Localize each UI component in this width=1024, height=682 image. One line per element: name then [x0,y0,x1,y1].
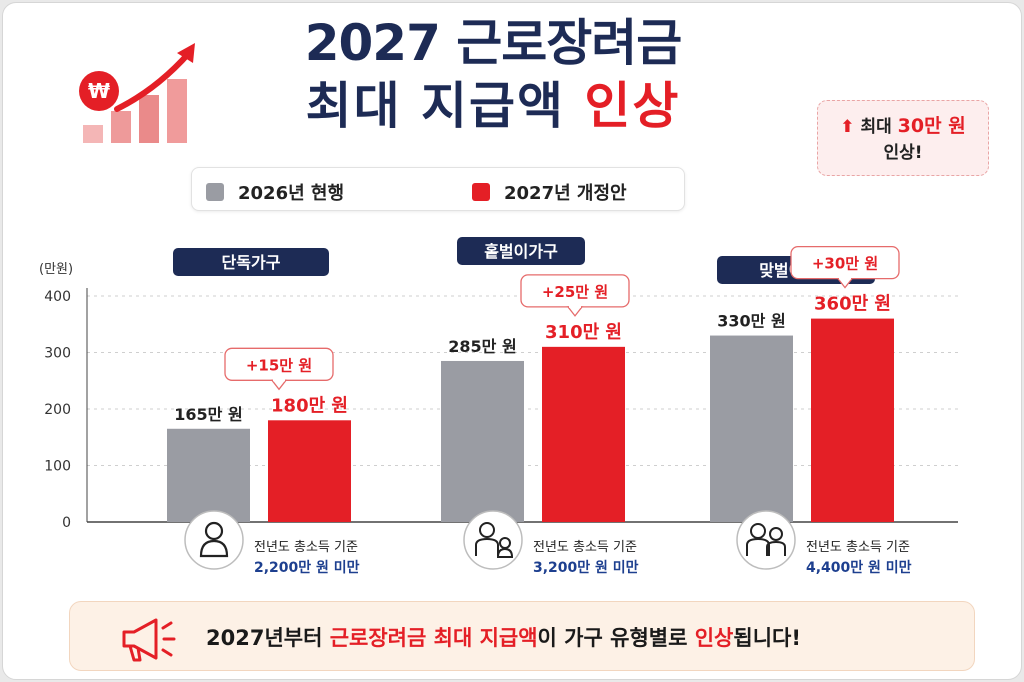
y-unit-label: (만원) [39,262,73,277]
value-label-2026: 285만 원 [448,337,516,356]
legend-label-2027: 2027년 개정안 [504,183,627,204]
legend-swatch-red [472,183,490,201]
criteria-line1: 전년도 총소득 기준 [806,540,910,555]
bar-2026 [441,360,524,522]
banner-middle: 이 가구 유형별로 [537,626,695,650]
bar-2026 [167,428,250,522]
category-label: 단독가구 [222,253,281,272]
adult-body [475,537,499,556]
bar-chart: (만원) 0 100 200 300 400 단독가구 165만 원 180만 원 +15만 원전… [39,237,958,576]
svg-text:₩: ₩ [88,79,110,103]
y-tick-label: 0 [62,515,71,531]
banner-suffix: 됩니다! [733,626,801,650]
legend-item-2027: 2027년 개정안 [472,179,627,205]
page-subtitle: 최대 지급액 인상 [203,75,783,137]
category-label: 홑벌이가구 [484,242,558,261]
callout-amount: 30만 원 [897,115,966,137]
criteria-line1: 전년도 총소득 기준 [254,540,358,555]
bar-2027 [811,318,894,522]
up-arrow-icon: ⬆ [840,117,855,137]
title-block: 2027 근로장려금 최대 지급액 인상 [203,11,783,137]
value-label-2027: 360만 원 [814,294,891,315]
increase-callout-pointer-mask [273,378,285,382]
adult2-body [766,540,786,556]
banner-message: 2027년부터 근로장려금 최대 지급액이 가구 유형별로 인상됩니다! [206,622,801,652]
bar-2027 [268,420,351,522]
adult2-head [769,527,783,541]
bottom-banner: 2027년부터 근로장려금 최대 지급액이 가구 유형별로 인상됩니다! [69,601,975,671]
criteria-line2: 2,200만 원 미만 [254,560,360,576]
y-tick-label: 300 [44,346,71,362]
legend-label-2026: 2026년 현행 [238,183,345,204]
callout-line1: ⬆ 최대 30만 원 [818,113,988,140]
rising-chart-logo-icon: ₩ [79,43,195,143]
legend-item-2026: 2026년 현행 [206,179,344,205]
child-body [496,547,514,558]
subtitle-highlight: 인상 [584,77,681,135]
y-tick-label: 400 [44,289,71,305]
increase-callout-pointer-mask [569,304,581,308]
subtitle-main: 최대 지급액 [305,77,585,135]
person-body [199,539,229,558]
increase-callout-pointer [270,379,288,391]
increase-label: +25만 원 [542,283,608,301]
max-increase-callout: ⬆ 최대 30만 원 인상! [817,100,989,176]
bar-2027 [542,346,625,522]
increase-label: +30만 원 [812,255,878,273]
increase-callout-pointer-mask [839,276,851,280]
value-label-2026: 165만 원 [174,405,242,424]
value-label-2026: 330만 원 [717,312,785,331]
callout-suffix: 인상! [883,143,923,163]
category-badge [457,237,585,265]
y-tick-label: 200 [44,402,71,418]
value-label-2027: 310만 원 [545,322,622,343]
y-tick-label: 100 [44,459,71,475]
value-label-2027: 180만 원 [271,395,348,416]
banner-highlight2: 인상 [694,626,734,650]
page-title: 2027 근로장려금 [304,14,683,72]
megaphone-icon [122,618,176,662]
banner-prefix: 2027년부터 [206,626,330,650]
banner-highlight: 근로장려금 최대 지급액 [329,626,538,650]
criteria-line1: 전년도 총소득 기준 [533,540,637,555]
increase-callout-pointer [566,306,584,317]
legend: 2026년 현행 2027년 개정안 [191,167,685,211]
person-head [204,521,224,541]
bar-2026 [710,335,793,522]
criteria-line2: 4,400만 원 미만 [806,560,912,576]
legend-swatch-gray [206,183,224,201]
increase-label: +15만 원 [246,356,312,374]
criteria-line2: 3,200만 원 미만 [533,560,639,576]
adult-head [479,522,495,538]
category-badge [173,248,329,276]
callout-prefix: 최대 [860,117,898,137]
